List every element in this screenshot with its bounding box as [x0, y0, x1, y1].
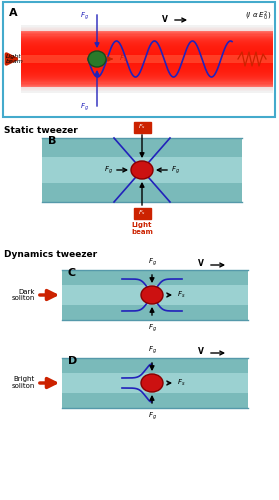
Bar — [42, 138, 242, 202]
Text: $F_g$: $F_g$ — [148, 323, 157, 334]
Bar — [21, 34, 273, 84]
Bar — [21, 32, 273, 86]
Bar — [42, 157, 242, 183]
Bar — [21, 54, 273, 64]
Bar — [21, 46, 273, 72]
Text: B: B — [48, 136, 56, 146]
Bar — [21, 50, 273, 68]
Text: V: V — [162, 14, 168, 24]
Bar — [62, 285, 248, 305]
Text: V: V — [198, 348, 204, 356]
Bar — [62, 373, 248, 393]
FancyBboxPatch shape — [133, 122, 150, 132]
Bar — [21, 25, 273, 31]
Bar — [21, 52, 273, 66]
Text: $F_s$: $F_s$ — [138, 208, 146, 218]
Ellipse shape — [141, 374, 163, 392]
Text: D: D — [68, 356, 77, 366]
Text: Bright
soliton: Bright soliton — [12, 376, 35, 390]
Text: C: C — [68, 268, 76, 278]
Text: V: V — [198, 260, 204, 268]
Bar — [21, 38, 273, 80]
Text: Dynamics tweezer: Dynamics tweezer — [4, 250, 97, 259]
Ellipse shape — [131, 161, 153, 179]
Bar — [21, 57, 273, 61]
Text: $F_g$: $F_g$ — [148, 256, 157, 268]
Bar — [21, 36, 273, 82]
Bar — [62, 358, 248, 408]
Text: $F_s$: $F_s$ — [177, 290, 186, 300]
Text: $F_g$: $F_g$ — [148, 411, 157, 422]
Bar — [21, 52, 273, 66]
Bar — [21, 43, 273, 75]
FancyBboxPatch shape — [133, 208, 150, 218]
Bar — [62, 270, 248, 320]
Bar — [21, 56, 273, 62]
Bar — [21, 48, 273, 70]
Text: $F_g$: $F_g$ — [80, 10, 89, 22]
Text: Light
beam: Light beam — [131, 222, 153, 235]
Text: $F_s$: $F_s$ — [138, 122, 146, 132]
Bar — [3, 2, 275, 117]
Bar — [21, 42, 273, 76]
Bar — [21, 55, 273, 63]
Text: Dark
soliton: Dark soliton — [12, 288, 35, 302]
Text: Static tweezer: Static tweezer — [4, 126, 78, 135]
Text: $F_g$: $F_g$ — [171, 164, 180, 176]
Bar — [21, 87, 273, 93]
Bar — [21, 38, 273, 80]
Bar — [21, 29, 273, 89]
Text: $(I\ \alpha\ E_0^2)$: $(I\ \alpha\ E_0^2)$ — [245, 10, 271, 24]
Bar — [21, 50, 273, 68]
Text: $F_s$: $F_s$ — [177, 378, 186, 388]
Text: $F_g$: $F_g$ — [104, 164, 113, 176]
Ellipse shape — [88, 51, 106, 67]
Text: $F_g$: $F_g$ — [148, 344, 157, 356]
Bar — [21, 41, 273, 77]
Bar — [21, 45, 273, 73]
Bar — [21, 54, 273, 64]
Bar — [21, 32, 273, 86]
Bar — [21, 27, 273, 91]
Bar — [21, 36, 273, 82]
Bar — [21, 58, 273, 60]
Bar — [21, 28, 273, 90]
Bar — [21, 30, 273, 88]
Bar — [3, 2, 275, 117]
Bar — [21, 44, 273, 74]
Bar — [21, 48, 273, 70]
Text: $F_g$: $F_g$ — [80, 102, 89, 113]
Text: $F_s$: $F_s$ — [119, 54, 128, 64]
Ellipse shape — [141, 286, 163, 304]
Bar — [21, 40, 273, 78]
Text: Light
beam: Light beam — [6, 54, 24, 64]
Bar — [21, 34, 273, 84]
Text: A: A — [9, 8, 18, 18]
